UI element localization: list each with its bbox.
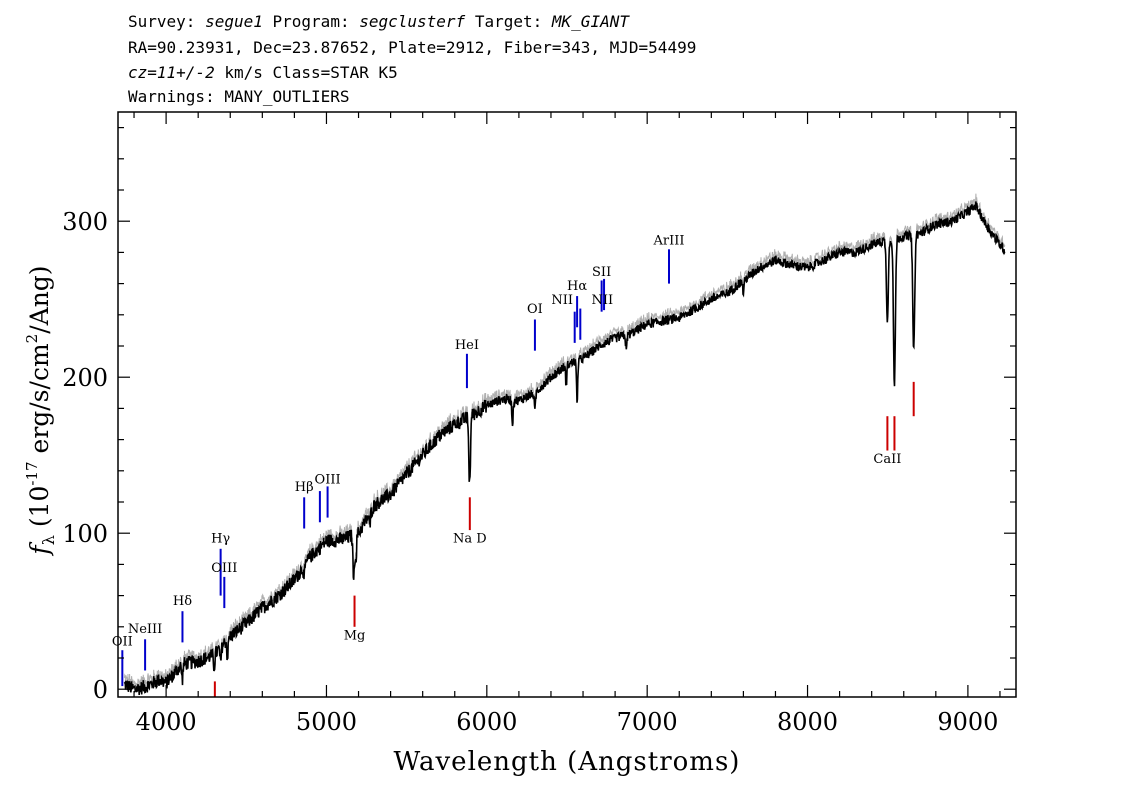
emission-label: Hβ	[295, 480, 314, 495]
class-value: km/s Class=STAR K5	[214, 63, 398, 82]
emission-label: SII	[592, 265, 611, 280]
emission-label: OIII	[315, 472, 341, 487]
spectrum-series	[123, 193, 1006, 695]
line-markers: OIINeIIIHδHγOIIIHβOIIIHeIOIHαSIIArIIIMgN…	[112, 234, 915, 697]
emission-label: Hγ	[211, 532, 230, 547]
error-band	[123, 193, 1006, 690]
flux-line	[123, 201, 1006, 695]
emission-label: OIII	[211, 561, 237, 576]
x-tick-label: 8000	[777, 708, 838, 736]
emission-label: HeI	[455, 338, 479, 353]
survey-value: segue1	[205, 12, 263, 31]
emission-label: ArIII	[652, 234, 684, 249]
y-label-part: 2	[23, 334, 41, 344]
x-axis-label: Wavelength (Angstroms)	[394, 747, 741, 777]
target-value: MK_GIANT	[551, 12, 629, 31]
header-line-4: Warnings: MANY_OUTLIERS	[128, 87, 350, 106]
x-tick-label: 7000	[617, 708, 678, 736]
header-line-2: RA=90.23931, Dec=23.87652, Plate=2912, F…	[128, 38, 697, 57]
y-axis-label: fλ (10-17 erg/s/cm2/Ang)	[23, 265, 58, 556]
header-line-3: cz=11+/-2 km/s Class=STAR K5	[128, 63, 398, 82]
y-label-part: -17	[23, 461, 41, 485]
survey-label: Survey:	[128, 12, 196, 31]
absorption-label: Na D	[453, 532, 487, 547]
y-label-part: f	[25, 542, 54, 557]
emission-label: Hα	[567, 279, 587, 294]
y-label-part: /Ang)	[25, 265, 54, 333]
axis-ticks: 4000 5000 6000 7000 8000 9000 0 100 200 300	[62, 112, 1016, 736]
emission-label: NII	[591, 293, 613, 308]
redshift-value: cz=11+/-2	[128, 63, 215, 82]
y-tick-label: 300	[62, 208, 108, 236]
emission-label: NII	[551, 293, 573, 308]
plot-frame	[117, 111, 1017, 698]
y-label-part: (10	[25, 486, 54, 528]
emission-label: Hδ	[173, 594, 192, 609]
emission-label: OI	[527, 302, 543, 317]
target-label: Target:	[474, 12, 543, 31]
y-tick-label: 0	[93, 676, 108, 704]
absorption-label: Mg	[344, 628, 366, 643]
program-label: Program:	[272, 12, 350, 31]
emission-label: NeIII	[128, 622, 162, 637]
x-tick-label: 4000	[136, 708, 197, 736]
y-tick-label: 100	[62, 520, 108, 548]
x-tick-label: 9000	[937, 708, 998, 736]
x-tick-label: 6000	[456, 708, 517, 736]
program-value: segclusterf	[359, 12, 466, 31]
y-label-part: λ	[39, 535, 58, 545]
y-tick-label: 200	[62, 364, 108, 392]
absorption-label: CaII	[873, 452, 901, 467]
x-tick-label: 5000	[296, 708, 357, 736]
header-line-1: Survey: segue1 Program: segclusterf Targ…	[128, 12, 629, 31]
y-label-part: erg/s/cm	[25, 343, 54, 461]
emission-label: OII	[112, 635, 133, 650]
